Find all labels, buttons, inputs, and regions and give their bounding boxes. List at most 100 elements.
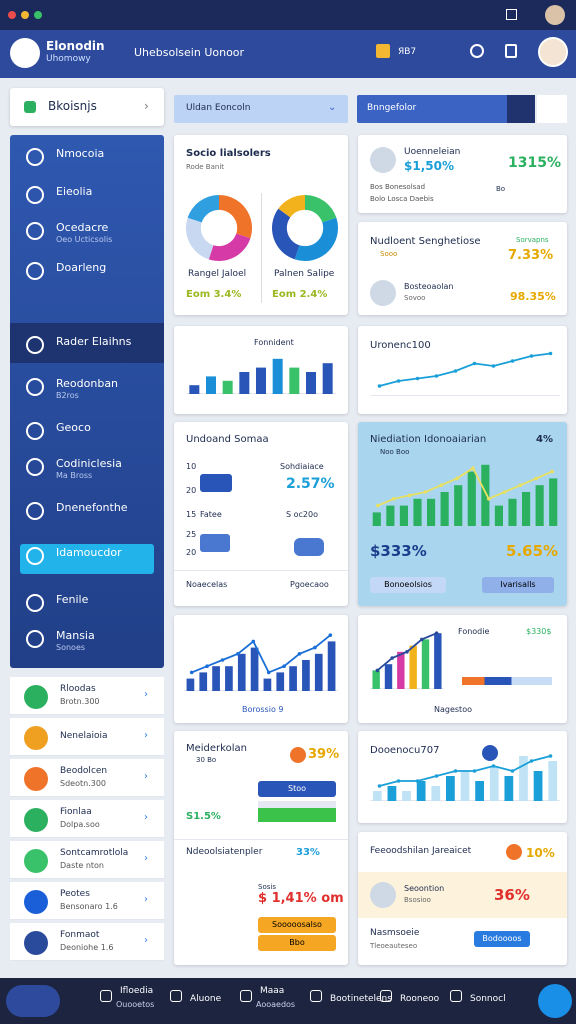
nav-label[interactable]: Rader Elaihns [56, 335, 132, 348]
button[interactable]: Bonoeolsios [370, 577, 446, 593]
bell-icon[interactable] [376, 44, 390, 58]
search-field[interactable]: Uhebsolsein Uonoor [134, 46, 245, 59]
window-icon[interactable] [506, 9, 517, 20]
list-item[interactable]: Fonmaot Deoniohe 1.6 › [10, 923, 164, 961]
nav-label[interactable]: Dnenefonthe [56, 501, 128, 514]
bar [384, 664, 393, 689]
button[interactable]: Stoo [258, 781, 336, 797]
list-item[interactable]: Sontcamrotlola Daste nton › [10, 841, 164, 879]
list-item[interactable]: Fionlaa Dolpa.soo › [10, 800, 164, 838]
point [420, 637, 424, 642]
bottom-item[interactable]: Rooneoo [400, 994, 440, 1004]
button[interactable]: Bodoooos [474, 931, 530, 947]
button[interactable]: Bbo [258, 935, 336, 951]
sub: Noo Boo [380, 448, 410, 456]
nav-label[interactable]: Doarleng [56, 261, 107, 274]
logo[interactable] [10, 38, 40, 68]
filter-dropdown[interactable]: Uldan Eoncoln ⌄ [174, 95, 348, 123]
list-label: Rloodas [60, 684, 96, 694]
toggle[interactable] [6, 985, 60, 1017]
fab[interactable] [538, 984, 572, 1018]
amount: $330$ [526, 627, 552, 636]
cell: 10 [186, 462, 197, 471]
point [405, 650, 409, 654]
cell: Fatee [200, 510, 222, 519]
point [391, 497, 396, 501]
point [510, 359, 515, 363]
bottom-item[interactable]: Sonnocl [470, 994, 506, 1004]
nav-label[interactable]: Idamoucdor [56, 546, 122, 559]
bar [504, 776, 514, 801]
nav-label[interactable]: Ocedacre [56, 221, 109, 234]
segment [484, 677, 512, 685]
point [282, 664, 286, 668]
nav-icon [26, 336, 44, 354]
nav-label[interactable]: Codiniclesia [56, 457, 122, 470]
bar [467, 471, 476, 526]
cell: 20 [186, 548, 197, 557]
nav-label[interactable]: Reodonban [56, 377, 119, 390]
maximize-button[interactable] [34, 11, 42, 19]
point [377, 384, 382, 388]
point [502, 490, 507, 494]
list-item[interactable]: Beodolcen Sdeotn.300 › [10, 759, 164, 797]
minimize-button[interactable] [21, 11, 29, 19]
user-avatar[interactable] [538, 37, 568, 67]
nav-label[interactable]: Fenile [56, 593, 89, 606]
sidebar-top[interactable]: Bkoisnjs › [10, 88, 164, 126]
nav-label[interactable]: Nmocoia [56, 147, 105, 160]
bottom-item[interactable]: Aluone [190, 994, 222, 1004]
list-label: Fonmaot [60, 930, 100, 940]
point [453, 769, 458, 773]
trend-card: Dooenocu707 [358, 731, 567, 823]
combo-chart [370, 631, 444, 689]
nav-label[interactable]: Mansia [56, 629, 95, 642]
nav-sub: Ma Bross [56, 471, 93, 480]
bottom-item[interactable]: Bootinetelens [330, 994, 392, 1004]
close-button[interactable] [8, 11, 16, 19]
progress-bar [462, 677, 552, 685]
dept-card: Nudloent Senghetiose Sooo Sorvapns 7.33%… [358, 222, 567, 315]
sub: Sosis [258, 883, 276, 891]
search-icon[interactable] [470, 44, 484, 58]
avatar[interactable] [545, 5, 565, 25]
point [550, 469, 554, 474]
card-sub: Rode Banit [186, 163, 225, 171]
list-item[interactable]: Nenelaioia › [10, 718, 164, 756]
list-item[interactable]: Peotes Bensonaro 1.6 › [10, 882, 164, 920]
nav-icon [26, 186, 44, 204]
footer-link[interactable]: Pgoecaoo [290, 580, 329, 589]
highlight-row: Seoontion Bsosioo 36% [358, 872, 567, 918]
button[interactable]: Ivarisalls [482, 577, 554, 593]
bottom-icon [380, 990, 392, 1002]
search-box[interactable]: Bnngefolor [357, 95, 535, 123]
star-button[interactable] [537, 95, 567, 123]
list-item[interactable]: Rloodas Brotn.300 › [10, 677, 164, 715]
point [266, 670, 271, 675]
nav-label[interactable]: Geoco [56, 421, 91, 434]
badge: ЯВ7 [398, 47, 417, 57]
bar [276, 672, 285, 691]
name: Uoenneleian [404, 147, 461, 157]
bottom-item[interactable]: Ifloedia [120, 986, 154, 996]
nav-icon [26, 262, 44, 280]
search-button[interactable] [507, 95, 535, 123]
nav-sub: Oeo Ucticsolis [56, 235, 113, 244]
list-sub: Bensonaro 1.6 [60, 902, 118, 911]
donut-label: Palnen Salipe [274, 269, 335, 279]
point [375, 668, 380, 673]
notification-icon[interactable] [505, 44, 517, 58]
bar [327, 641, 336, 691]
footer-link[interactable]: Noaecelas [186, 580, 228, 589]
bottom-bar: Ifloedia Ouooetos Aluone Maaa Aooaedos Bootin… [0, 978, 576, 1024]
bottom-item[interactable]: Maaa [260, 986, 285, 996]
button[interactable]: Sooooosalso [258, 917, 336, 933]
vehicle-icon [294, 538, 324, 556]
bar [402, 791, 411, 801]
nav-label[interactable]: Eieolia [56, 185, 93, 198]
point [396, 379, 401, 383]
bar [289, 367, 300, 394]
card-title: Ndeoolsiatenpler [186, 847, 263, 857]
bar [186, 678, 195, 691]
bar [494, 505, 503, 526]
